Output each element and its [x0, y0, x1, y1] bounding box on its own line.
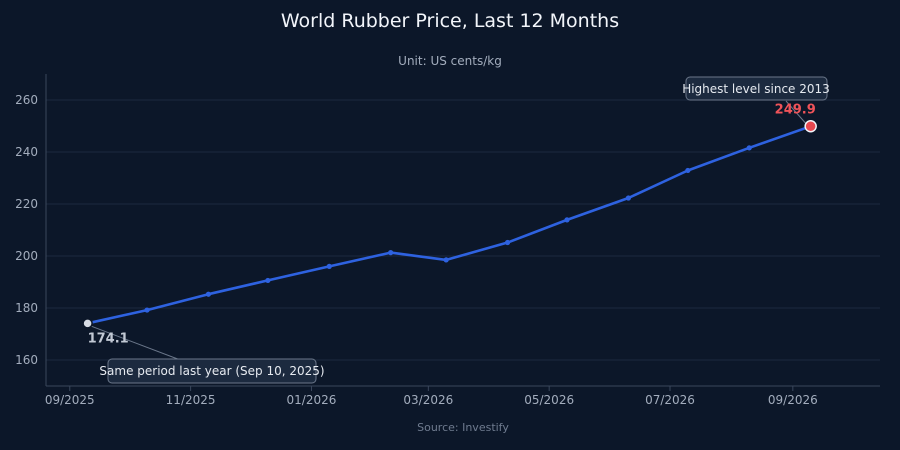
annotations: 174.1 Same period last year (Sep 10, 2025… [82, 76, 830, 384]
x-tick-label: 09/2025 [45, 393, 95, 407]
data-point [388, 250, 394, 256]
end-value-label: 249.9 [775, 102, 816, 117]
annotation-text: Same period last year (Sep 10, 2025) [99, 364, 324, 378]
data-point [205, 291, 212, 297]
x-tick-label: 09/2026 [768, 393, 818, 407]
series-layer [86, 125, 812, 325]
x-tick-label: 11/2025 [166, 393, 216, 407]
start-point-marker [82, 318, 93, 329]
data-point [685, 167, 691, 174]
x-tick-label: 03/2026 [403, 393, 453, 407]
x-tick-label: 01/2026 [287, 393, 337, 407]
y-tick-label: 240 [15, 145, 38, 159]
data-point [564, 217, 570, 223]
x-tick-label: 07/2026 [645, 393, 695, 407]
series-line [86, 125, 812, 325]
data-point [504, 239, 511, 246]
data-point [443, 257, 449, 263]
data-point [265, 277, 271, 284]
grid [46, 99, 880, 361]
annotation-box [685, 76, 828, 101]
annotation-connector [91, 325, 184, 362]
y-tick-label: 200 [15, 249, 38, 263]
annotation-text: Highest level since 2013 [682, 82, 830, 96]
axes: 160 180 200 220 240 260 09/2025 11/2025 01/2026 0… [15, 74, 880, 407]
end-point-marker [804, 120, 817, 133]
data-point [625, 195, 632, 201]
y-tick-label: 180 [15, 301, 38, 315]
data-point [746, 145, 752, 151]
y-tick-label: 260 [15, 93, 38, 107]
chart-subtitle: Unit: US cents/kg [398, 54, 502, 68]
x-tick-label: 05/2026 [524, 393, 574, 407]
annotation-connector [785, 100, 807, 124]
start-value-label: 174.1 [88, 331, 129, 346]
annotation-box [107, 358, 317, 384]
y-tick-label: 220 [15, 197, 38, 211]
data-point [144, 307, 150, 313]
data-point [326, 263, 332, 269]
y-tick-label: 160 [15, 353, 38, 367]
chart-title: World Rubber Price, Last 12 Months [281, 10, 619, 32]
source-note: Source: Investify [417, 421, 509, 434]
